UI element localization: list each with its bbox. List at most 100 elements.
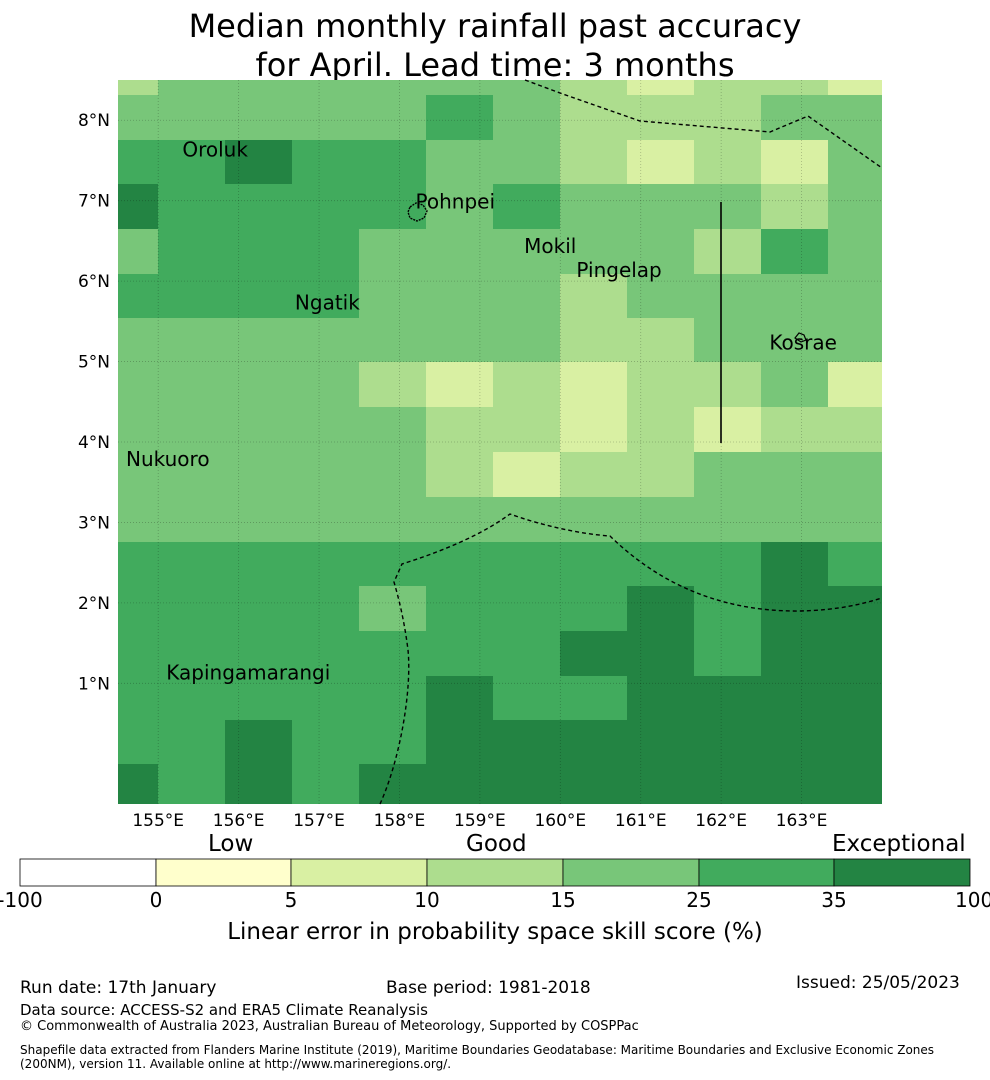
skill-cell — [761, 229, 828, 274]
skill-cell — [426, 274, 493, 318]
skill-cell — [359, 140, 426, 184]
skill-cell — [761, 586, 828, 631]
skill-cell — [158, 497, 225, 542]
skill-cell — [158, 407, 225, 452]
place-label-kapingamarangi: Kapingamarangi — [166, 660, 330, 684]
lat-tick-label: 4°N — [78, 433, 110, 453]
skill-cell — [627, 497, 694, 542]
skill-cell — [761, 184, 828, 229]
skill-cell — [359, 676, 426, 720]
skill-cell — [694, 586, 761, 631]
skill-cell — [426, 95, 493, 140]
skill-cell — [627, 452, 694, 497]
skill-cell — [292, 274, 359, 318]
skill-cell — [761, 764, 828, 804]
skill-cell — [627, 764, 694, 804]
skill-cell — [158, 80, 225, 95]
skill-cell — [828, 229, 882, 274]
skill-cell — [225, 229, 292, 274]
skill-cell — [292, 407, 359, 452]
colorbar-category-exceptional: Exceptional — [832, 831, 966, 857]
skill-cell — [493, 318, 560, 362]
skill-cell — [828, 318, 882, 362]
copyright: © Commonwealth of Australia 2023, Austra… — [20, 1019, 639, 1034]
skill-cell — [225, 676, 292, 720]
skill-cell — [158, 631, 225, 676]
skill-cell — [560, 184, 627, 229]
skill-cell — [493, 229, 560, 274]
issued-date: Issued: 25/05/2023 — [796, 973, 960, 993]
skill-cell — [359, 95, 426, 140]
skill-cell — [359, 586, 426, 631]
lon-tick-label: 163°E — [776, 811, 828, 831]
skill-cell — [493, 764, 560, 804]
skill-cell — [292, 362, 359, 407]
skill-cell — [292, 542, 359, 586]
skill-cell — [627, 542, 694, 586]
skill-cell — [828, 497, 882, 542]
skill-cell — [292, 229, 359, 274]
skill-cell — [694, 95, 761, 140]
skill-cell — [694, 497, 761, 542]
skill-cell — [828, 764, 882, 804]
skill-cell — [292, 184, 359, 229]
skill-cell — [118, 80, 158, 95]
lon-tick-label: 160°E — [534, 811, 586, 831]
skill-cell — [627, 274, 694, 318]
skill-cell — [828, 274, 882, 318]
skill-cell — [828, 542, 882, 586]
skill-cell — [118, 140, 158, 184]
skill-cell — [225, 362, 292, 407]
skill-cell — [828, 184, 882, 229]
skill-cell — [426, 676, 493, 720]
skill-cell — [493, 80, 560, 95]
skill-cell — [560, 586, 627, 631]
skill-cell — [426, 318, 493, 362]
skill-cell — [493, 676, 560, 720]
skill-cell — [426, 764, 493, 804]
data-source: Data source: ACCESS-S2 and ERA5 Climate … — [20, 1001, 428, 1019]
colorbar-tick: 100 — [955, 888, 990, 912]
skill-cell — [493, 631, 560, 676]
skill-cell — [426, 452, 493, 497]
skill-cell — [560, 318, 627, 362]
colorbar-tick: -100 — [0, 888, 43, 912]
skill-cell — [225, 95, 292, 140]
skill-cell — [118, 274, 158, 318]
colorbar-segment — [698, 858, 835, 887]
skill-cell — [761, 140, 828, 184]
lat-tick-label: 8°N — [78, 111, 110, 131]
skill-cell — [118, 407, 158, 452]
skill-cell — [493, 274, 560, 318]
place-label-kosrae: Kosrae — [769, 330, 837, 354]
place-label-pingelap: Pingelap — [576, 258, 661, 282]
skill-cell — [560, 274, 627, 318]
lat-tick-label: 7°N — [78, 192, 110, 212]
skill-cell — [493, 452, 560, 497]
skill-cell — [493, 586, 560, 631]
skill-cell — [694, 362, 761, 407]
skill-cell — [694, 184, 761, 229]
kosrae-island-outline — [794, 332, 807, 343]
skill-cell — [158, 140, 225, 184]
skill-cell — [493, 720, 560, 764]
skill-cell — [627, 184, 694, 229]
skill-cell — [118, 362, 158, 407]
skill-cell — [292, 586, 359, 631]
skill-cell — [560, 362, 627, 407]
colorbar-label: Linear error in probability space skill … — [227, 919, 763, 945]
skill-cell — [118, 542, 158, 586]
skill-cell — [118, 631, 158, 676]
skill-cell — [118, 184, 158, 229]
skill-cell — [118, 720, 158, 764]
skill-cell — [292, 676, 359, 720]
skill-cell — [158, 184, 225, 229]
skill-cell — [118, 229, 158, 274]
colorbar-segment — [562, 858, 700, 887]
skill-cell — [761, 720, 828, 764]
skill-cell — [560, 676, 627, 720]
skill-cell — [560, 95, 627, 140]
skill-cell — [627, 586, 694, 631]
skill-cell — [225, 80, 292, 95]
